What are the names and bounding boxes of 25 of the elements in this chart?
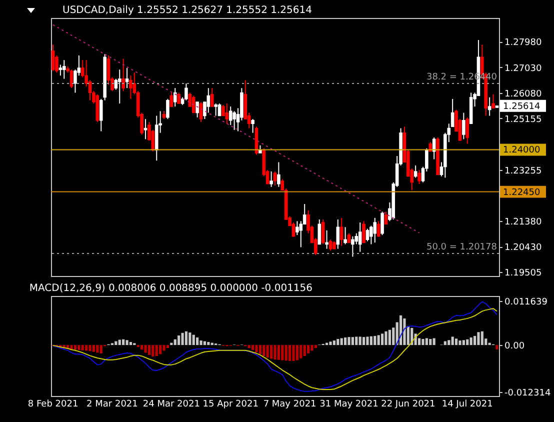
x-tick-label: 14 Jul 2021 [442,400,493,410]
y-tick-label: 1.27030 [504,64,542,74]
x-tick-label: 15 Apr 2021 [202,400,258,410]
x-tick-label: 8 Feb 2021 [28,400,78,410]
ref-line-label: 1.22450 [503,188,540,198]
x-tick-label: 22 Jun 2021 [381,400,436,410]
text: 1.25614 [503,102,540,112]
x-tick-label: 24 Mar 2021 [142,400,200,410]
x-tick-label: 2 Mar 2021 [86,400,138,410]
y-tick-label: 0.00 [504,342,525,352]
y-tick-label: 1.20430 [504,243,542,254]
x-tick-label: 31 May 2021 [320,400,378,410]
chart-title: USDCAD,Daily 1.25552 1.25627 1.25552 1.25614 [62,5,312,16]
y-tick-label: -0.012314 [504,388,551,398]
chart-title: MACD(12,26,9) 0.008006 0.008895 0.000000 -0.001156 [29,283,313,294]
y-tick-label: 1.23255 [504,166,542,176]
x-tick-label: 7 May 2021 [263,400,316,410]
ref-line-label: 50.0 = 1.20178 [426,242,498,253]
y-tick-label: 1.25155 [504,114,542,125]
y-tick-label: 1.26080 [504,90,542,100]
y-tick-label: 1.27980 [504,38,542,48]
y-tick-label: 1.19505 [504,268,542,278]
y-tick-label: 1.21380 [504,217,542,228]
y-tick-label: 0.011639 [504,297,548,308]
ref-line-label: 1.24000 [503,146,540,156]
